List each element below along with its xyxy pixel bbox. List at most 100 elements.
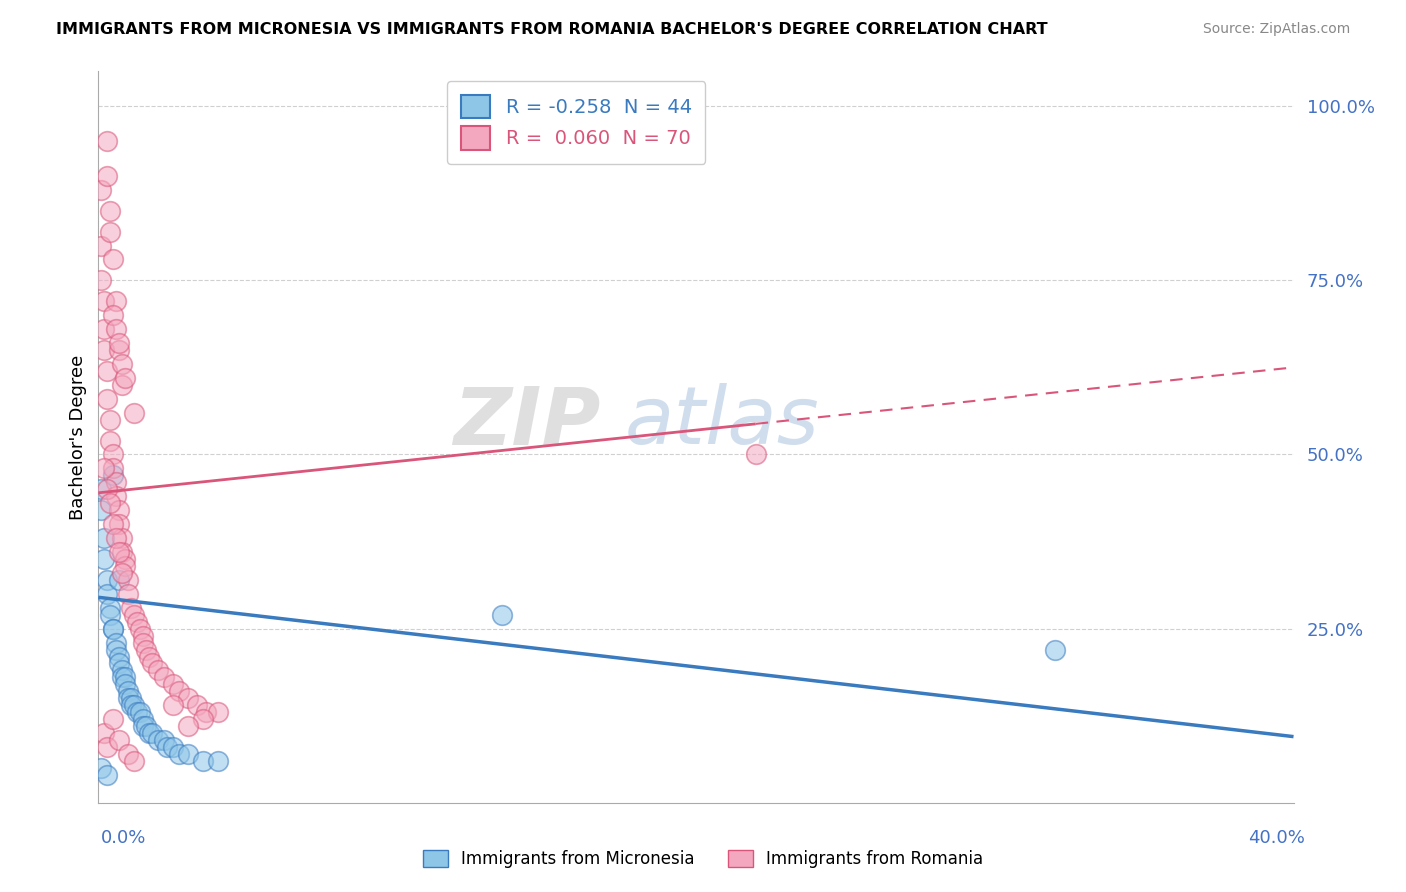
- Point: [207, 754, 229, 768]
- Point: [90, 503, 112, 517]
- Point: [129, 622, 152, 636]
- Point: [108, 657, 131, 671]
- Point: [103, 252, 125, 267]
- Point: [177, 747, 200, 761]
- Text: IMMIGRANTS FROM MICRONESIA VS IMMIGRANTS FROM ROMANIA BACHELOR'S DEGREE CORRELAT: IMMIGRANTS FROM MICRONESIA VS IMMIGRANTS…: [56, 22, 1047, 37]
- Point: [103, 712, 125, 726]
- Point: [114, 558, 136, 573]
- Point: [177, 719, 200, 733]
- Point: [111, 545, 134, 559]
- Point: [103, 448, 125, 462]
- Point: [114, 371, 136, 385]
- Point: [108, 343, 131, 357]
- Legend: R = -0.258  N = 44, R =  0.060  N = 70: R = -0.258 N = 44, R = 0.060 N = 70: [447, 81, 706, 163]
- Point: [108, 503, 131, 517]
- Point: [98, 225, 122, 239]
- Point: [103, 622, 125, 636]
- Point: [96, 483, 118, 497]
- Point: [186, 698, 208, 713]
- Point: [105, 294, 128, 309]
- Point: [162, 698, 184, 713]
- Point: [93, 343, 115, 357]
- Point: [108, 336, 131, 351]
- Point: [96, 392, 118, 406]
- Point: [111, 664, 134, 678]
- Point: [98, 434, 122, 448]
- Point: [105, 489, 128, 503]
- Point: [111, 531, 134, 545]
- Point: [90, 183, 112, 197]
- Point: [105, 475, 128, 490]
- Point: [96, 134, 118, 148]
- Point: [117, 747, 139, 761]
- Point: [111, 357, 134, 371]
- Point: [111, 670, 134, 684]
- Point: [132, 629, 155, 643]
- Y-axis label: Bachelor's Degree: Bachelor's Degree: [69, 354, 87, 520]
- Point: [194, 705, 218, 719]
- Point: [108, 649, 131, 664]
- Point: [108, 573, 131, 587]
- Point: [90, 273, 112, 287]
- Point: [135, 719, 157, 733]
- Point: [96, 768, 118, 782]
- Point: [98, 607, 122, 622]
- Point: [105, 531, 128, 545]
- Point: [105, 635, 128, 649]
- Point: [745, 448, 768, 462]
- Point: [124, 406, 146, 420]
- Point: [491, 607, 513, 622]
- Point: [98, 412, 122, 426]
- Point: [191, 754, 214, 768]
- Point: [105, 642, 128, 657]
- Point: [138, 726, 160, 740]
- Point: [127, 615, 149, 629]
- Point: [114, 552, 136, 566]
- Point: [90, 761, 112, 775]
- Point: [90, 483, 112, 497]
- Point: [124, 607, 146, 622]
- Point: [153, 733, 176, 747]
- Point: [120, 600, 142, 615]
- Point: [98, 203, 122, 218]
- Point: [96, 740, 118, 755]
- Text: Source: ZipAtlas.com: Source: ZipAtlas.com: [1202, 22, 1350, 37]
- Point: [124, 754, 146, 768]
- Point: [96, 364, 118, 378]
- Point: [162, 740, 184, 755]
- Point: [141, 726, 163, 740]
- Point: [1043, 642, 1066, 657]
- Point: [96, 169, 118, 183]
- Point: [191, 712, 214, 726]
- Point: [98, 496, 122, 510]
- Point: [167, 684, 190, 698]
- Point: [132, 712, 155, 726]
- Point: [93, 552, 115, 566]
- Point: [93, 726, 115, 740]
- Legend: Immigrants from Micronesia, Immigrants from Romania: Immigrants from Micronesia, Immigrants f…: [416, 843, 990, 875]
- Point: [108, 545, 131, 559]
- Point: [117, 587, 139, 601]
- Point: [114, 677, 136, 691]
- Text: ZIP: ZIP: [453, 384, 600, 461]
- Point: [132, 719, 155, 733]
- Point: [156, 740, 179, 755]
- Point: [117, 573, 139, 587]
- Point: [103, 468, 125, 483]
- Text: 40.0%: 40.0%: [1249, 829, 1305, 847]
- Point: [162, 677, 184, 691]
- Point: [96, 587, 118, 601]
- Point: [111, 566, 134, 580]
- Point: [177, 691, 200, 706]
- Point: [138, 649, 160, 664]
- Point: [117, 691, 139, 706]
- Point: [96, 573, 118, 587]
- Point: [207, 705, 229, 719]
- Point: [114, 670, 136, 684]
- Point: [103, 308, 125, 322]
- Point: [141, 657, 163, 671]
- Point: [108, 733, 131, 747]
- Point: [93, 531, 115, 545]
- Point: [129, 705, 152, 719]
- Point: [127, 705, 149, 719]
